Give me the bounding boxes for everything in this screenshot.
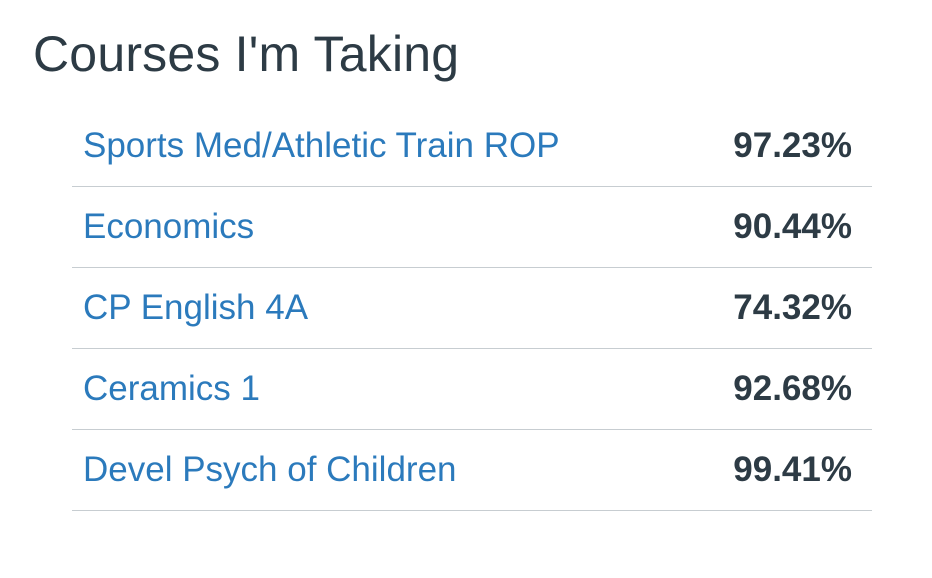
course-link-economics[interactable]: Economics xyxy=(83,207,255,246)
course-grade: 90.44% xyxy=(733,207,852,246)
course-row: Devel Psych of Children 99.41% xyxy=(72,430,872,511)
course-link-sports-med[interactable]: Sports Med/Athletic Train ROP xyxy=(83,126,560,165)
course-link-english[interactable]: CP English 4A xyxy=(83,288,309,327)
course-list: Sports Med/Athletic Train ROP 97.23% Eco… xyxy=(72,106,872,511)
course-row: CP English 4A 74.32% xyxy=(72,268,872,349)
course-grade: 99.41% xyxy=(733,450,852,489)
course-link-devel-psych[interactable]: Devel Psych of Children xyxy=(83,450,457,489)
course-row: Ceramics 1 92.68% xyxy=(72,349,872,430)
page-title: Courses I'm Taking xyxy=(33,26,460,82)
course-grade: 74.32% xyxy=(733,288,852,327)
course-grade: 97.23% xyxy=(733,126,852,165)
course-row: Sports Med/Athletic Train ROP 97.23% xyxy=(72,106,872,187)
course-link-ceramics[interactable]: Ceramics 1 xyxy=(83,369,260,408)
course-row: Economics 90.44% xyxy=(72,187,872,268)
course-grade: 92.68% xyxy=(733,369,852,408)
